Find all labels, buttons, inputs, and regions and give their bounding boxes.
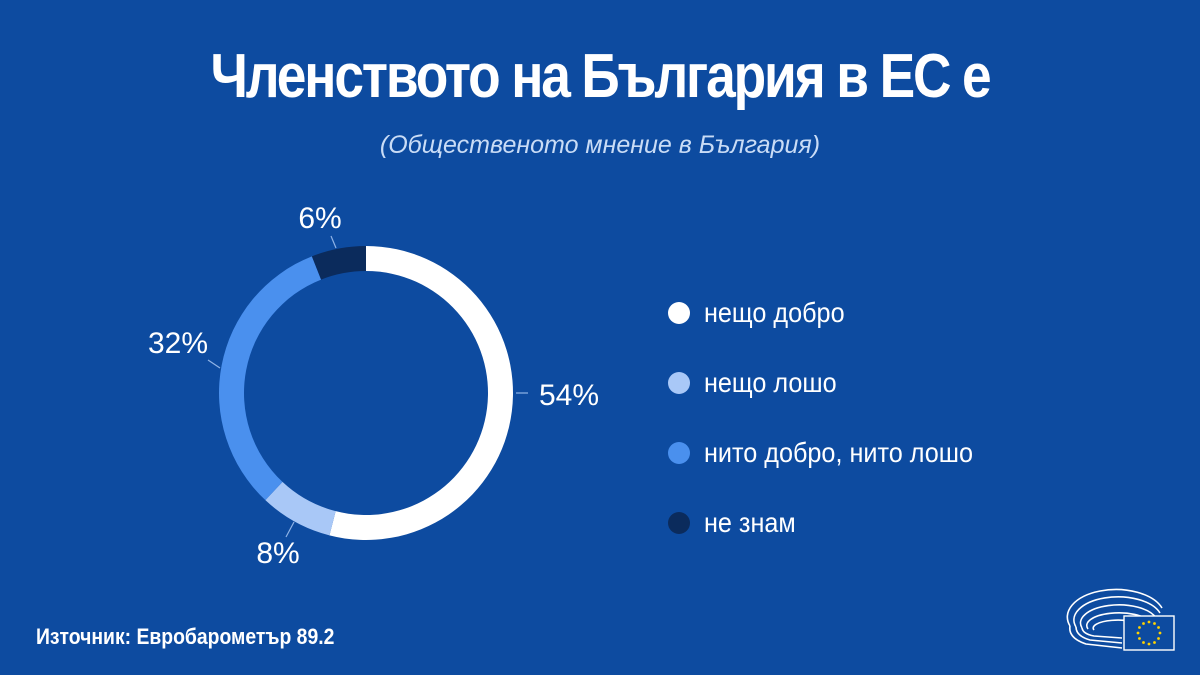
leader-line-neutral	[207, 359, 221, 369]
value-labels: 54% 8% 32% 6%	[148, 202, 599, 570]
legend-item-neutral: нито добро, нито лошо	[668, 418, 1003, 488]
legend-label-dont-know: не знам	[704, 507, 796, 538]
legend-item-bad: нещо лошо	[668, 348, 1003, 418]
eu-star-icon	[1157, 626, 1160, 629]
eu-star-icon	[1147, 620, 1151, 624]
legend: нещо добро нещо лошо нито добро, нито ло…	[668, 278, 1003, 558]
value-label-good: 54%	[539, 379, 599, 412]
legend-label-bad: нещо лошо	[704, 367, 837, 398]
legend-swatch-bad	[668, 372, 690, 394]
donut-slice-bad	[265, 481, 336, 536]
legend-swatch-good	[668, 302, 690, 324]
leader-line-dont-know	[330, 235, 337, 249]
value-label-bad: 8%	[256, 537, 299, 570]
eu-star-icon	[1142, 641, 1145, 644]
value-label-dont-know: 6%	[298, 202, 341, 235]
value-label-neutral: 32%	[148, 327, 208, 360]
leader-line-bad	[285, 521, 295, 538]
eu-star-icon	[1157, 637, 1160, 640]
leader-lines	[207, 235, 528, 538]
legend-swatch-dont-know	[668, 512, 690, 534]
donut-slice-neutral	[218, 256, 322, 501]
eu-star-icon	[1138, 626, 1141, 629]
legend-label-good: нещо добро	[704, 297, 845, 328]
legend-label-neutral: нито добро, нито лошо	[704, 437, 973, 468]
donut-slices	[218, 246, 513, 540]
eu-star-icon	[1158, 631, 1162, 635]
eu-star-icon	[1147, 642, 1151, 646]
eu-star-icon	[1138, 637, 1141, 640]
eu-star-icon	[1136, 631, 1140, 635]
chart-title: Членството на България в ЕС е	[210, 42, 991, 111]
eu-stars-icon	[1136, 620, 1162, 646]
chart-subtitle: (Общественото мнение в България)	[379, 131, 821, 159]
eu-star-icon	[1142, 622, 1145, 625]
european-parliament-logo-icon	[1066, 588, 1175, 651]
legend-item-dont-know: не знам	[668, 488, 1003, 558]
donut-slice-dont-know	[311, 246, 366, 280]
legend-swatch-neutral	[668, 442, 690, 464]
donut-slice-good	[329, 246, 513, 540]
source-note: Източник: Евробарометър 89.2	[36, 624, 335, 649]
eu-star-icon	[1153, 641, 1156, 644]
legend-item-good: нещо добро	[668, 278, 1003, 348]
eu-star-icon	[1153, 622, 1156, 625]
